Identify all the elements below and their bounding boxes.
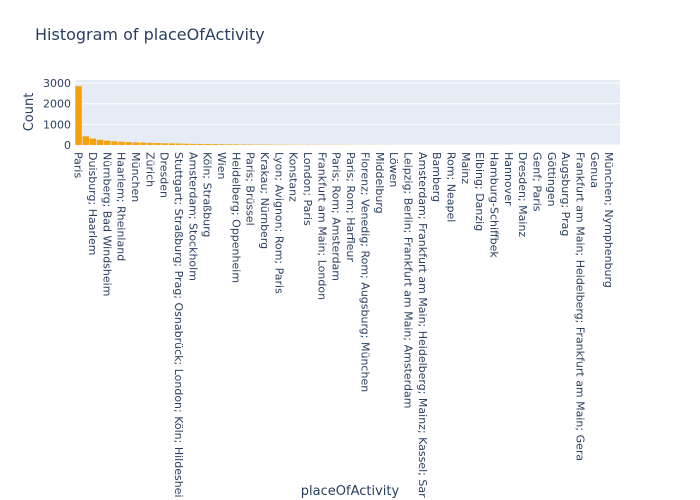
x-tick-label: Dresden [158, 152, 171, 198]
bar [82, 136, 89, 145]
x-tick-label: Zürich [143, 152, 156, 187]
bar [139, 142, 147, 145]
x-tick-label: Frankfurt am Main; London [315, 152, 328, 300]
y-axis-title: Count [22, 93, 37, 132]
x-tick-label: Middelburg [373, 152, 386, 214]
bar [197, 143, 204, 145]
bar [75, 86, 82, 145]
bar [190, 143, 197, 145]
y-tick-label: 1000 [43, 118, 71, 131]
x-tick-label: London; Paris [301, 152, 314, 226]
y-tick-label: 2000 [43, 98, 71, 111]
y-tick-label: 0 [64, 139, 71, 152]
bar [104, 140, 111, 145]
bar [225, 144, 233, 145]
bar [132, 142, 140, 145]
x-tick-label: Göttingen [545, 152, 558, 207]
x-tick-label: Paris; Brüssel [244, 152, 257, 226]
x-tick-label: Köln; Straßburg [201, 152, 214, 237]
x-tick-label: Heidelberg; Oppenheim [229, 152, 242, 283]
x-tick-label: Elbing; Danzig [473, 152, 486, 231]
x-tick-label: Frankfurt am Main; Heidelberg; Frankfurt… [574, 152, 587, 461]
bar [125, 142, 133, 145]
bar [204, 144, 211, 145]
y-tick-label: 3000 [43, 77, 71, 90]
bar [154, 143, 161, 145]
x-tick-label: Paris [72, 152, 85, 178]
x-tick-label: Dresden; Mainz [516, 152, 529, 237]
x-tick-label: Paris; Rom; Amsterdam [330, 152, 343, 281]
x-tick-label: Duisburg; Haarlem [86, 152, 99, 256]
bar [118, 141, 125, 145]
x-tick-label: Nürnberg; Bad Windsheim [100, 152, 113, 296]
bar [233, 144, 240, 145]
x-tick-label: Wien [215, 152, 228, 179]
x-tick-label: Löwen [387, 152, 400, 187]
x-tick-label: Lyon; Avignon; Rom; Paris [272, 152, 285, 294]
bar [96, 139, 104, 145]
x-tick-label: Mainz [459, 152, 472, 184]
bar [168, 143, 176, 145]
x-tick-label: Krakau; Nürnberg [258, 152, 271, 249]
bar [211, 144, 219, 145]
x-tick-label: Leipzig; Berlin; Frankfurt am Main; Amst… [401, 152, 414, 408]
x-tick-label: Bamberg [430, 152, 443, 202]
bar [147, 142, 154, 145]
bar [111, 141, 118, 145]
x-tick-label: Amsterdam; Frankfurt am Main; Heidelberg… [416, 152, 429, 498]
plot-area [75, 80, 620, 145]
x-tick-label: Konstanz [287, 152, 300, 202]
bar [161, 143, 168, 145]
x-tick-label: Paris; Rom; Harfleur [344, 152, 357, 262]
x-tick-label: Amsterdam; Stockholm [186, 152, 199, 281]
bar [218, 144, 226, 145]
x-axis-title: placeOfActivity [301, 484, 400, 499]
bar [175, 143, 183, 145]
x-tick-label: Florenz; Venedig; Rom; Augsburg; München [358, 152, 371, 392]
chart-title: Histogram of placeOfActivity [35, 25, 265, 44]
x-tick-label: Genua [588, 152, 601, 188]
x-tick-label: Genf; Paris [531, 152, 544, 212]
bar [182, 143, 190, 145]
x-tick-label: Augsburg; Prag [559, 152, 572, 236]
x-tick-label: Haarlem; Rheinland [115, 152, 128, 261]
x-tick-label: München; Nymphenburg [602, 152, 615, 288]
x-tick-label: Hamburg-Schiffbek [488, 152, 501, 258]
x-tick-label: München [129, 152, 142, 202]
bar [89, 138, 97, 145]
x-tick-label: Stuttgart; Straßburg; Prag; Osnabrück; L… [172, 152, 185, 498]
x-tick-label: Rom; Neapel [444, 152, 457, 222]
bar [240, 144, 247, 145]
x-tick-label: Hannover [502, 152, 515, 206]
